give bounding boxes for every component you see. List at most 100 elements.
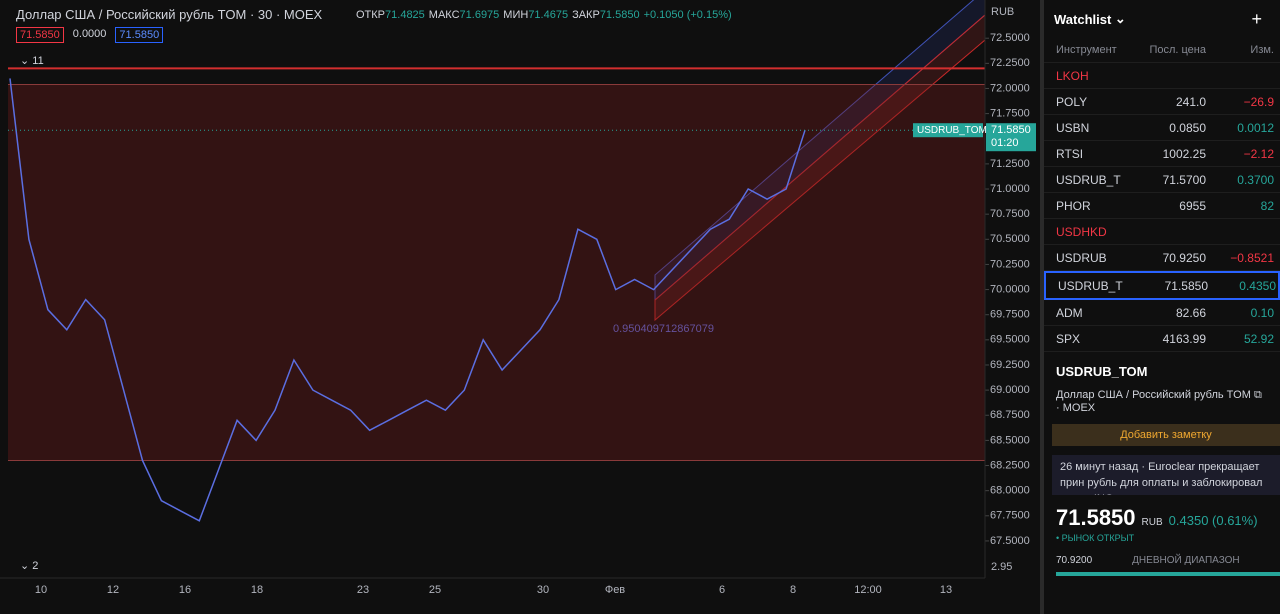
ohlc-change: +0.1050 (+0.15%) [643, 9, 732, 21]
count: 2 [32, 560, 39, 572]
change: 0.0012 [1237, 120, 1274, 135]
change: −2.12 [1243, 146, 1274, 161]
watch-row[interactable]: SPX 4163.99 52.92 [1044, 326, 1280, 352]
x-tick-label: 10 [35, 584, 47, 596]
badge: 0.0000 [72, 28, 107, 40]
volume-axis-label: 2.95 [991, 561, 1012, 573]
y-tick-label: 68.7500 [990, 409, 1030, 421]
chart: 0.950409712867079 72.5000 72.2500 72.0000 7… [0, 0, 1036, 596]
column: Инструмент [1056, 44, 1117, 56]
y-tick-label: 71.0000 [990, 183, 1030, 195]
ohlc: ОТКР71.4825 МАКС71.6975 МИН71.4675 ЗАКР71.5… [356, 9, 732, 21]
title: Watchlist [1054, 11, 1112, 27]
y-tick-label: 72.5000 [990, 32, 1030, 44]
symbol: LKOH [1056, 68, 1089, 83]
pane-count[interactable]: ⌄ 2 [20, 560, 39, 572]
y-tick-label: 69.5000 [990, 334, 1030, 346]
y-tick-label: 67.5000 [990, 535, 1030, 547]
watch-row[interactable]: USBN 0.0850 0.0012 [1044, 115, 1280, 141]
ohlc-value: 71.5850 [599, 9, 640, 21]
y-tick-label: 68.2500 [990, 459, 1030, 471]
y-tick-label: 70.0000 [990, 283, 1030, 295]
range: 70.9200 ДНЕВНОЙ ДИАПАЗОН [1044, 545, 1280, 566]
symbol: USDRUB_T [1058, 278, 1123, 293]
watch-row[interactable]: POLY 241.0 −26.9 [1044, 89, 1280, 115]
change: 0.4350 (0.61%) [1168, 513, 1258, 528]
x-tick-label: Фев [605, 584, 625, 596]
x-tick-label: 25 [429, 584, 441, 596]
x-tick-label: 23 [357, 584, 369, 596]
symbol: USDHKD [1056, 224, 1107, 239]
watch-row[interactable]: ADM 82.66 0.10 [1044, 300, 1280, 326]
ohlc-value: 71.4825 [385, 9, 425, 21]
ohlc-label: МИН [503, 9, 529, 21]
low: 70.9200 [1056, 555, 1093, 566]
exchange: MOEX [1062, 402, 1096, 414]
watch-row[interactable]: LKOH [1044, 63, 1280, 89]
x-tick-label: 12 [107, 584, 119, 596]
price: 0.0850 [1169, 120, 1206, 135]
symbol: ADM [1056, 305, 1083, 320]
price-line [9, 78, 806, 522]
y-tick-label: 70.7500 [990, 208, 1030, 220]
watch-row[interactable]: PHOR 6955 82 [1044, 193, 1280, 219]
symbol-tag: USDRUB_TOM [917, 125, 987, 136]
y-tick-label: 70.5000 [990, 233, 1030, 245]
symbol: SPX [1056, 331, 1081, 346]
watch-row[interactable]: USDRUB_T 71.5850 0.4350 [1044, 271, 1280, 300]
price: 71.5700 [1162, 172, 1206, 187]
symbol: USDRUB_T [1056, 172, 1121, 187]
x-tick-label: 13 [940, 584, 952, 596]
countdown: 01:20 [991, 137, 1019, 149]
last-price-label: 71.5850 [991, 124, 1031, 136]
ohlc-label: ЗАКР [572, 9, 600, 21]
y-tick-label: 70.2500 [990, 258, 1030, 270]
change: 52.92 [1243, 331, 1274, 346]
y-tick-label: 67.7500 [990, 510, 1030, 522]
chart-title: Доллар США / Российский рубль TOM · 30 ·… [16, 7, 323, 22]
ohlc-label: МАКС [428, 9, 460, 21]
y-tick-label: 72.0000 [990, 82, 1030, 94]
watch-row[interactable]: USDRUB 70.9250 −0.8521 [1044, 245, 1280, 271]
x-tick-label: 6 [719, 584, 725, 596]
y-tick-label: 71.2500 [990, 158, 1030, 170]
collapse-count[interactable]: ⌄ 11 [20, 55, 44, 67]
watch-row[interactable]: USDHKD [1044, 219, 1280, 245]
y-tick-label: 72.2500 [990, 57, 1030, 69]
change: 0.10 [1250, 305, 1274, 320]
news[interactable]: 26 минут назад · Euroclear прекращает пр… [1052, 455, 1280, 495]
x-tick-label: 18 [251, 584, 263, 596]
detail-price: 71.5850 RUB 0.4350 (0.61%) [1044, 495, 1280, 531]
note-button[interactable]: Добавить заметку [1052, 424, 1280, 446]
y-tick-label: 69.7500 [990, 309, 1030, 321]
watch-row[interactable]: USDRUB_T 71.5700 0.3700 [1044, 167, 1280, 193]
y-tick-label: 69.0000 [990, 384, 1030, 396]
watch-row[interactable]: RTSI 1002.25 −2.12 [1044, 141, 1280, 167]
price: 71.5850 [1164, 278, 1208, 293]
range-label: ДНЕВНОЙ ДИАПАЗОН [1132, 555, 1240, 566]
y-tick-label: 69.2500 [990, 359, 1030, 371]
x-tick-label: 16 [179, 584, 191, 596]
change: 82 [1260, 198, 1274, 213]
symbol: POLY [1056, 94, 1088, 109]
change: 0.3700 [1237, 172, 1274, 187]
count: 11 [32, 55, 44, 67]
change: −0.8521 [1230, 250, 1274, 265]
zone [8, 84, 985, 461]
column: Посл. цена [1149, 44, 1206, 56]
change: −26.9 [1243, 94, 1274, 109]
price: 6955 [1179, 198, 1206, 213]
change: 0.4350 [1239, 278, 1276, 293]
symbol: USBN [1056, 120, 1090, 135]
symbol: PHOR [1056, 198, 1091, 213]
watchlist-title[interactable]: Watchlist ⌄ + [1054, 8, 1262, 29]
columns: Инструмент Посл. цена Изм. [1044, 38, 1280, 63]
annotation: 0.950409712867079 [613, 323, 714, 335]
badges: 71.5850 0.0000 71.5850 [16, 27, 164, 43]
symbol-tag-bg [913, 123, 983, 138]
x-tick-label: 30 [537, 584, 549, 596]
detail-symbol: USDRUB_TOM [1056, 364, 1148, 379]
x-tick-label: 12:00 [854, 584, 882, 596]
ohlc-value: 71.6975 [459, 9, 500, 21]
